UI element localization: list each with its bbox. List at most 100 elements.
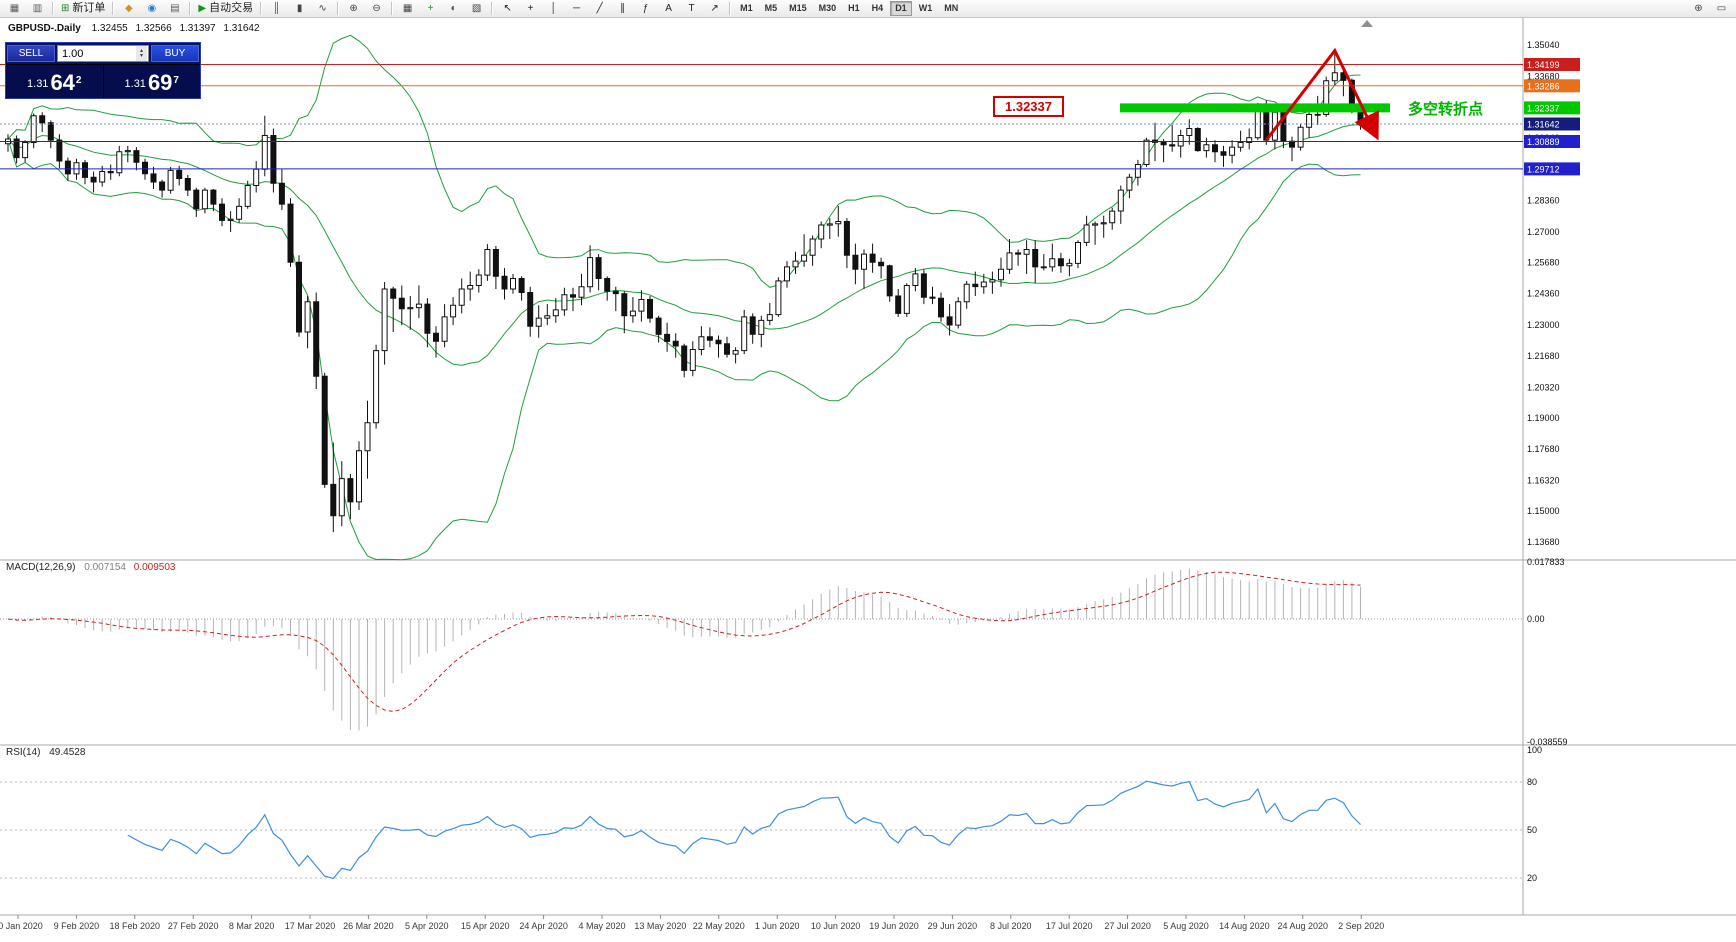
text-label-button[interactable]: T [681, 0, 702, 17]
trendline-icon: ╱ [596, 2, 603, 14]
volume-spinner[interactable]: ▴ ▾ [136, 46, 147, 61]
svg-text:17 Mar 2020: 17 Mar 2020 [285, 921, 336, 931]
autotrading-label: 自动交易 [209, 2, 254, 14]
fibonacci-button[interactable]: ƒ [635, 0, 656, 17]
sell-button[interactable]: SELL [7, 45, 55, 62]
candlesticks[interactable] [5, 50, 1364, 533]
chart-candles-button[interactable]: ▮ [289, 0, 310, 17]
timeframe-H4[interactable]: H4 [871, 3, 884, 14]
price-levels[interactable] [0, 64, 1523, 170]
price-tag-1.33286: 1.33286 [1524, 79, 1580, 93]
timeframe-M5[interactable]: M5 [764, 3, 778, 14]
equidistant-channel-icon: ∥ [620, 2, 626, 14]
templates-button[interactable]: ▧ [466, 0, 487, 17]
timeframe-W1[interactable]: W1 [918, 3, 933, 14]
symbols-button[interactable]: ◆ [118, 0, 139, 17]
svg-text:26 Mar 2020: 26 Mar 2020 [343, 921, 394, 931]
zoom-in-button[interactable]: ⊕ [343, 0, 364, 17]
timeframe-M15[interactable]: M15 [789, 3, 807, 14]
magnifier-icon: ⊕ [1694, 2, 1703, 14]
volume-input[interactable] [58, 47, 148, 60]
horizontal-line-button[interactable]: ─ [566, 0, 587, 17]
svg-text:5 Aug 2020: 5 Aug 2020 [1163, 921, 1209, 931]
svg-text:2 Sep 2020: 2 Sep 2020 [1338, 921, 1384, 931]
new-chart-button[interactable]: ▦ [4, 0, 25, 17]
tile-windows-button[interactable]: ▦ [397, 0, 418, 17]
trendline-button[interactable]: ╱ [589, 0, 610, 17]
profiles-button[interactable]: ▥ [27, 0, 48, 17]
svg-text:24 Aug 2020: 24 Aug 2020 [1278, 921, 1329, 931]
toolbar: ▦ ▥ ⊞ 新订单 ◆ ◉ ▤ ▶ 自动交易 ║ ▮ ∿ ⊕ ⊖ ▦ + ◐ ▧ ↖ + │ ─ ╱ ∥ ƒ A T ↗ M1 M5 M15… [0, 0, 1736, 18]
svg-text:30 Jan 2020: 30 Jan 2020 [0, 921, 43, 931]
sell-price[interactable]: 1.31 64 2 [6, 65, 103, 98]
data-window-button[interactable]: ▤ [164, 0, 185, 17]
text-label-icon: T [688, 2, 695, 14]
text-button[interactable]: A [658, 0, 679, 17]
rsi-panel[interactable]: 100 80 50 20 [0, 745, 1542, 883]
price-axis[interactable]: 1.350401.336801.323601.310401.297201.283… [1527, 40, 1560, 547]
market-watch-button[interactable]: ◉ [141, 0, 162, 17]
magnifier-button[interactable]: ⊕ [1688, 0, 1709, 17]
chart-line-button[interactable]: ∿ [312, 0, 333, 17]
pointer-mode-button[interactable]: ▭ [1711, 0, 1732, 17]
buy-price-pip: 7 [173, 75, 179, 86]
sell-price-pip: 2 [75, 75, 82, 86]
svg-text:1.33286: 1.33286 [1527, 81, 1560, 91]
timeframe-D1[interactable]: D1 [890, 1, 912, 16]
sell-price-prefix: 1.31 [27, 78, 49, 91]
trend-arrow[interactable] [1265, 47, 1379, 142]
svg-text:4 May 2020: 4 May 2020 [578, 921, 625, 931]
svg-text:1.32337: 1.32337 [1527, 103, 1560, 113]
buy-button[interactable]: BUY [151, 45, 199, 62]
svg-text:0.017833: 0.017833 [1527, 557, 1565, 567]
autotrading-button[interactable]: ▶ 自动交易 [195, 0, 256, 17]
macd-signal-line [7, 571, 1361, 713]
svg-text:9 Feb 2020: 9 Feb 2020 [54, 921, 100, 931]
macd-histogram [16, 568, 1361, 731]
svg-text:14 Aug 2020: 14 Aug 2020 [1219, 921, 1270, 931]
crosshair-button[interactable]: + [520, 0, 541, 17]
periods-button[interactable]: ◐ [443, 0, 464, 17]
arrows-button[interactable]: ↗ [704, 0, 725, 17]
vertical-line-icon: │ [550, 2, 557, 14]
spinner-down-icon[interactable]: ▾ [139, 52, 143, 59]
indicators-list-button[interactable]: + [420, 0, 441, 17]
level-price-annotation[interactable]: 1.32337 [993, 96, 1064, 117]
svg-text:18 Feb 2020: 18 Feb 2020 [110, 921, 161, 931]
chart-bars-icon: ║ [273, 2, 281, 14]
buy-price[interactable]: 1.31 69 7 [102, 65, 201, 98]
svg-text:1.31642: 1.31642 [1527, 120, 1560, 130]
market-watch-icon: ◉ [147, 2, 157, 14]
zoom-out-icon: ⊖ [372, 2, 381, 14]
svg-text:1.29712: 1.29712 [1527, 164, 1560, 174]
date-axis[interactable]: 30 Jan 2020 9 Feb 2020 18 Feb 2020 27 Feb 2… [0, 915, 1384, 931]
macd-main-value: 0.007154 [84, 562, 126, 573]
rsi-name: RSI(14) [6, 747, 41, 758]
autotrading-icon: ▶ [198, 2, 207, 14]
toolbar-separator [337, 2, 340, 15]
macd-panel[interactable]: 0.017833 0.00 -0.038559 [0, 557, 1568, 747]
vertical-line-button[interactable]: │ [543, 0, 564, 17]
chart-bars-button[interactable]: ║ [266, 0, 287, 17]
cursor-button[interactable]: ↖ [497, 0, 518, 17]
timeframe-H1[interactable]: H1 [848, 3, 860, 14]
panel-separators[interactable] [0, 18, 1736, 916]
spinner-up-icon[interactable]: ▴ [139, 47, 143, 54]
new-order-button[interactable]: ⊞ 新订单 [58, 0, 108, 17]
svg-text:1.28360: 1.28360 [1527, 195, 1560, 205]
turning-point-annotation[interactable]: 多空转折点 [1408, 101, 1484, 118]
symbols-icon: ◆ [125, 2, 133, 14]
arrows-icon: ↗ [710, 2, 719, 14]
timeframe-M1[interactable]: M1 [740, 3, 753, 14]
sell-price-big: 64 [50, 70, 75, 95]
svg-text:20: 20 [1527, 873, 1537, 883]
svg-text:1.23000: 1.23000 [1527, 320, 1560, 330]
volume-field[interactable]: ▴▾ [57, 45, 149, 62]
chart-shift-marker[interactable] [1361, 20, 1373, 27]
zoom-out-button[interactable]: ⊖ [366, 0, 387, 17]
timeframe-M30[interactable]: M30 [818, 3, 837, 14]
svg-text:1.13680: 1.13680 [1527, 537, 1560, 547]
timeframe-MN[interactable]: MN [944, 3, 959, 14]
equidistant-channel-button[interactable]: ∥ [612, 0, 633, 17]
